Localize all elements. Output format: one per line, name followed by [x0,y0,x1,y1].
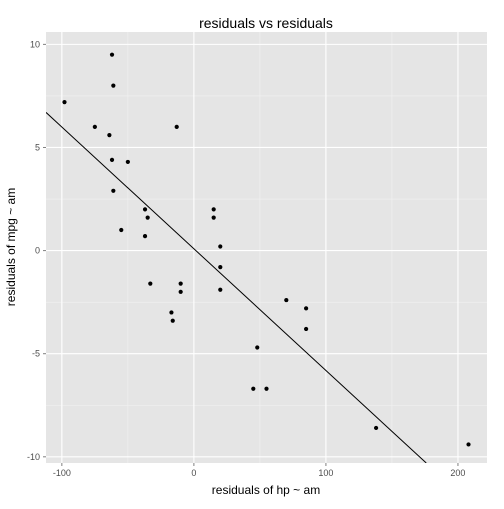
data-point [466,442,471,447]
x-axis-label: residuals of hp ~ am [212,483,320,497]
data-point [284,297,289,303]
plot-panel [46,32,487,463]
regression-line [46,112,427,463]
y-axis-label: residuals of mpg ~ am [4,188,18,306]
data-point [62,100,67,105]
data-point [92,124,97,129]
y-tick-label: 0 [35,246,40,256]
data-point [145,215,150,220]
data-point [255,345,260,350]
data-point [111,188,116,193]
data-point [218,287,223,292]
data-point [174,124,179,129]
data-point [148,281,153,286]
data-point [125,159,130,165]
y-axis-ticks: -10 -5 0 5 10 [27,39,46,462]
data-point [211,207,216,212]
data-point [170,318,175,323]
x-tick-label: 200 [450,468,465,478]
data-point [218,244,223,249]
data-point [373,425,379,431]
y-tick-label: -5 [32,349,40,359]
data-point [111,83,116,88]
data-point [169,310,174,315]
data-point [304,306,309,311]
data-point [178,289,183,294]
y-tick-label: 5 [35,142,40,152]
chart-title: residuals vs residuals [199,15,333,31]
major-gridlines [46,32,487,463]
data-point [142,234,148,239]
data-point [109,157,115,162]
data-point [107,133,112,138]
y-tick-label: 10 [30,39,40,49]
data-point [119,227,124,233]
y-tick-label: -10 [27,452,40,462]
x-tick-label: 100 [318,468,333,478]
x-tick-label: 0 [191,468,196,478]
data-point [142,207,148,212]
data-point [211,215,216,220]
data-point [264,386,269,391]
fit-line-group [46,112,427,463]
minor-gridlines [46,32,487,463]
data-point [251,386,256,391]
data-point [178,281,183,286]
x-tick-label: -100 [53,468,71,478]
data-point [109,52,115,57]
data-points [62,52,471,447]
x-axis-ticks: -100 0 100 200 [53,463,465,478]
data-point [304,326,309,332]
data-point [218,264,223,270]
